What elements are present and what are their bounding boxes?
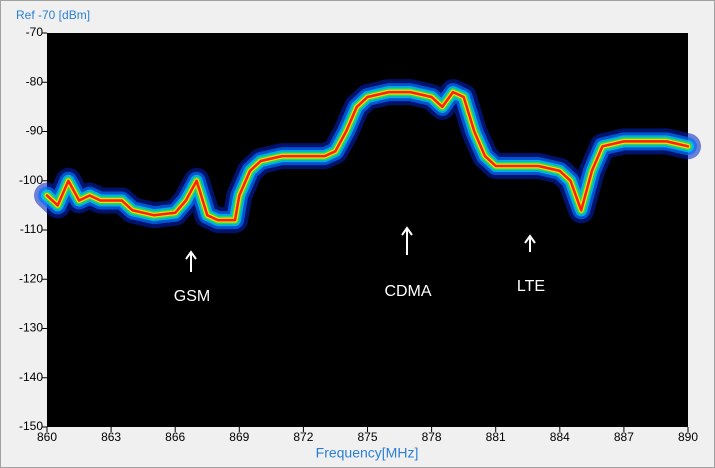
y-tick-label: -110: [20, 222, 43, 236]
x-tick-label: 884: [550, 430, 570, 444]
y-tick-label: -90: [26, 124, 44, 138]
annotation: GSM: [174, 288, 210, 305]
y-tick-label: -140: [19, 370, 43, 384]
x-tick-label: 887: [614, 430, 634, 444]
x-tick-label: 875: [357, 430, 377, 444]
x-tick-label: 872: [293, 430, 313, 444]
annotation-arrowhead: [185, 250, 197, 260]
y-tick-label: -70: [26, 25, 44, 39]
annotation: CDMA: [384, 283, 431, 300]
y-tick-label: -150: [19, 419, 43, 433]
spectrum-trace: [45, 90, 690, 222]
x-tick-label: 869: [229, 430, 249, 444]
x-tick-label: 866: [165, 430, 185, 444]
y-tick-label: -120: [19, 271, 43, 285]
x-tick-label: 881: [486, 430, 506, 444]
x-tick-label: 863: [101, 430, 121, 444]
x-axis-label: Frequency[MHz]: [316, 445, 419, 461]
y-tick-label: -130: [19, 321, 43, 335]
ref-level: Ref -70 [dBm]: [16, 8, 90, 22]
x-tick-label: 890: [678, 430, 698, 444]
y-tick-label: -100: [19, 173, 43, 187]
y-tick-label: -80: [26, 74, 44, 88]
annotation-arrowhead: [524, 234, 536, 244]
annotation: LTE: [517, 278, 545, 295]
annotation-arrowhead: [401, 226, 413, 236]
x-tick-label: 860: [37, 430, 57, 444]
x-tick-label: 878: [422, 430, 442, 444]
